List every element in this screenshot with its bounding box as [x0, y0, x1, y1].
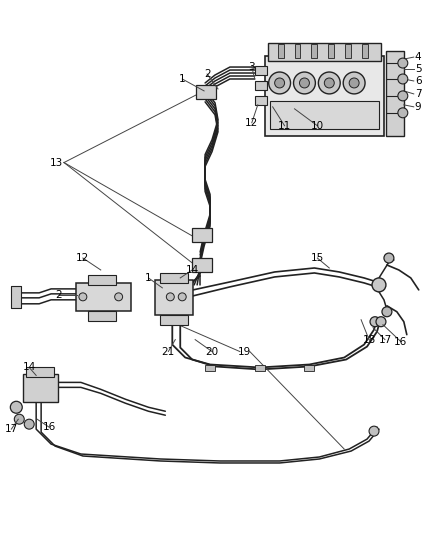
- Bar: [311, 44, 318, 58]
- Bar: [255, 66, 267, 75]
- Text: 19: 19: [238, 346, 251, 357]
- Text: 17: 17: [5, 424, 18, 434]
- Text: 18: 18: [362, 335, 376, 345]
- Circle shape: [398, 91, 408, 101]
- Text: 6: 6: [415, 76, 421, 86]
- Text: 16: 16: [394, 337, 407, 346]
- Text: 15: 15: [311, 253, 324, 263]
- Text: 1: 1: [145, 273, 152, 283]
- Text: 20: 20: [205, 346, 219, 357]
- Text: 12: 12: [76, 253, 89, 263]
- Circle shape: [166, 293, 174, 301]
- Bar: [155, 280, 193, 315]
- Circle shape: [14, 414, 24, 424]
- Bar: [88, 311, 116, 321]
- Bar: [88, 275, 116, 285]
- Text: 11: 11: [278, 121, 291, 131]
- Circle shape: [370, 317, 380, 327]
- Text: 16: 16: [42, 422, 56, 432]
- Bar: [23, 375, 58, 402]
- Circle shape: [349, 78, 359, 88]
- Bar: [196, 85, 216, 99]
- Text: 17: 17: [378, 335, 392, 345]
- Bar: [265, 56, 384, 136]
- Bar: [362, 44, 368, 58]
- Text: 4: 4: [415, 52, 421, 62]
- Circle shape: [376, 317, 386, 327]
- Text: 14: 14: [23, 362, 36, 373]
- Circle shape: [79, 293, 87, 301]
- Bar: [192, 258, 212, 272]
- Circle shape: [293, 72, 315, 94]
- Bar: [255, 366, 265, 372]
- Text: 2: 2: [204, 69, 210, 79]
- Circle shape: [115, 293, 123, 301]
- Bar: [255, 96, 267, 105]
- Text: 13: 13: [49, 158, 63, 167]
- Circle shape: [398, 108, 408, 118]
- Bar: [294, 44, 300, 58]
- Bar: [268, 43, 381, 61]
- Circle shape: [275, 78, 285, 88]
- Bar: [160, 273, 188, 283]
- Text: 5: 5: [415, 64, 421, 74]
- Text: 10: 10: [311, 121, 324, 131]
- Circle shape: [398, 74, 408, 84]
- Circle shape: [24, 419, 34, 429]
- Bar: [160, 315, 188, 325]
- Circle shape: [384, 253, 394, 263]
- Bar: [76, 283, 131, 311]
- Circle shape: [398, 58, 408, 68]
- Bar: [278, 44, 283, 58]
- Circle shape: [369, 426, 379, 436]
- Bar: [26, 367, 54, 377]
- Bar: [11, 286, 21, 308]
- Text: 21: 21: [162, 346, 175, 357]
- Circle shape: [372, 278, 386, 292]
- Bar: [205, 366, 215, 372]
- Text: 2: 2: [56, 290, 62, 300]
- Bar: [255, 81, 267, 90]
- Text: 7: 7: [415, 89, 421, 99]
- Circle shape: [382, 307, 392, 317]
- Circle shape: [178, 293, 186, 301]
- Bar: [192, 228, 212, 242]
- Bar: [345, 44, 351, 58]
- Bar: [386, 51, 404, 136]
- Circle shape: [343, 72, 365, 94]
- Circle shape: [11, 401, 22, 413]
- Circle shape: [324, 78, 334, 88]
- Text: 1: 1: [179, 74, 186, 84]
- Text: 3: 3: [248, 62, 255, 72]
- Bar: [304, 366, 314, 372]
- Text: 9: 9: [415, 102, 421, 112]
- Text: 14: 14: [186, 265, 199, 275]
- Bar: [270, 101, 379, 129]
- Circle shape: [318, 72, 340, 94]
- Circle shape: [268, 72, 290, 94]
- Bar: [328, 44, 334, 58]
- Text: 12: 12: [245, 118, 258, 128]
- Circle shape: [300, 78, 309, 88]
